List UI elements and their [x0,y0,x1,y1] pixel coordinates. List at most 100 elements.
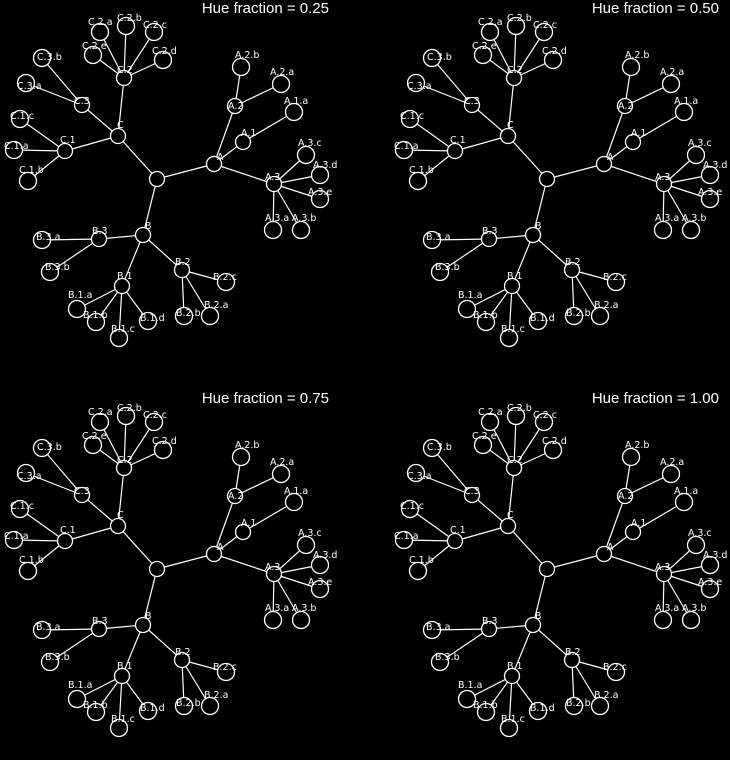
edge-c-3-c-3-a [25,82,83,106]
node-c [109,127,127,145]
node-label-c-3: C.3 [74,486,90,497]
node-c-2-b [116,406,136,426]
node-b-1-b [86,312,106,332]
node-label-a-1: A.1 [241,128,256,139]
node-label-b-2-b: B.2.b [566,698,591,709]
node-c-1-a [4,140,24,160]
node-label-a-3-a: A.3.a [655,603,679,614]
node-b [524,226,542,244]
node-label-a-2-a: A.2.a [270,67,294,78]
node-a-3-c [686,535,706,555]
node-c-1-b [408,171,428,191]
node-label-c-2-e: C.2.e [82,431,107,442]
node-label-b-3-b: B.3.b [435,652,460,663]
node-label-b-2-a: B.2.a [204,300,228,311]
node-label-b-2: B.2 [175,257,191,268]
node-label-a-3: A.3 [265,562,280,573]
node-b-2-a [590,696,610,716]
node-label-c-3: C.3 [464,96,480,107]
node-a-3-d [700,555,720,575]
node-a-3-d [310,555,330,575]
node-c-1 [446,532,464,550]
node-label-a-3-e: A.3.e [698,577,722,588]
node-a-2 [616,97,634,115]
node-a-2-a [271,464,291,484]
node-label-b-3-b: B.3.b [435,262,460,273]
node-c-3-b [422,438,442,458]
edge-b-3-b-3-a [431,628,490,631]
node-label-b-2-a: B.2.a [204,690,228,701]
node-c-1-c [10,499,30,519]
node-label-a-3-d: A.3.d [703,160,727,171]
node-label-c-2-c: C.2.c [143,410,167,421]
node-c-2-b [116,16,136,36]
edge-c-1-c-1-c [409,508,456,542]
node-label-b: B [145,611,152,622]
node-label-c-1-b: C.1.b [19,555,44,566]
node-b-2-a [200,696,220,716]
node-c-2-d [153,50,173,70]
node-label-b-1-a: B.1.a [68,680,92,691]
node-c-3-a [406,463,426,483]
node-label-a-3-c: A.3.c [688,138,712,149]
node-a-2-a [661,464,681,484]
edge-a-1-a-1-a [632,501,685,533]
node-label-c-1-a: C.1.a [394,531,419,542]
node-a-1-a [674,102,694,122]
node-label-a-3-b: A.3.b [292,213,316,224]
node-c [499,517,517,535]
edge-c-c-1 [64,135,119,152]
node-b-1-a [67,299,87,319]
node-a-3-e [700,579,720,599]
node-label-a-1-a: A.1.a [674,96,698,107]
node-a-2-b [231,447,251,467]
node-a [595,155,613,173]
node-label-b-2-c: B.2.c [603,662,627,673]
node-label-c-3-a: C.3.a [407,471,432,482]
node-b-2 [563,261,581,279]
node-a-3-e [310,579,330,599]
node-b-1-c [109,718,129,738]
node-b-3-b [40,262,60,282]
node-b-2-c [606,272,626,292]
node-c-1-c [400,109,420,129]
panel-title: Hue fraction = 0.75 [201,390,329,407]
node-label-c-1-c: C.1.c [10,501,34,512]
node-b-1-c [499,328,519,348]
node-c-1-a [394,530,414,550]
node-c-2 [115,459,133,477]
node-c-1-b [18,171,38,191]
node-label-c-2-b: C.2.b [507,403,532,414]
node-label-c-2-e: C.2.e [472,41,497,52]
node-label-c-1-b: C.1.b [409,165,434,176]
node-label-a-2-b: A.2.b [625,50,649,61]
node-a-1-a [284,102,304,122]
node-a-2-a [271,74,291,94]
node-label-a-2-a: A.2.a [270,457,294,468]
edge-a-a-2 [213,495,236,555]
node-label-c-1-a: C.1.a [4,531,29,542]
edge-c-2-c-2-c [513,421,545,469]
node-c-2-c [534,412,554,432]
node-b-3 [90,230,108,248]
node-c-2-e [473,435,493,455]
node-label-c-2: C.2 [507,65,523,76]
node-a [205,155,223,173]
node-label-a-2-b: A.2.b [235,440,259,451]
node-label-c-1: C.1 [60,135,76,146]
node-label-c: C [117,120,124,131]
tree-diagram: A B C A.1 A.2 A.3 B.1 B.2 B.3 C.1 C.2 C.3 A.2.a A.2.b… [4,13,337,348]
node-a-3-d [310,165,330,185]
node-label-c-2: C.2 [117,65,133,76]
node-label-a: A [217,542,224,553]
edge-b-b-1 [511,624,534,677]
node-b-1-d [528,311,548,331]
node-label-b-3: B.3 [92,616,108,627]
edge-c-3-c-3-b [41,447,83,496]
edge-c-3-c-3-a [415,472,473,496]
panel-title: Hue fraction = 0.25 [201,0,329,17]
node-label-b-1-b: B.1.b [473,700,498,711]
node-b-1-a [457,689,477,709]
node-b-1 [113,667,131,685]
node-label-a-3-c: A.3.c [298,138,322,149]
